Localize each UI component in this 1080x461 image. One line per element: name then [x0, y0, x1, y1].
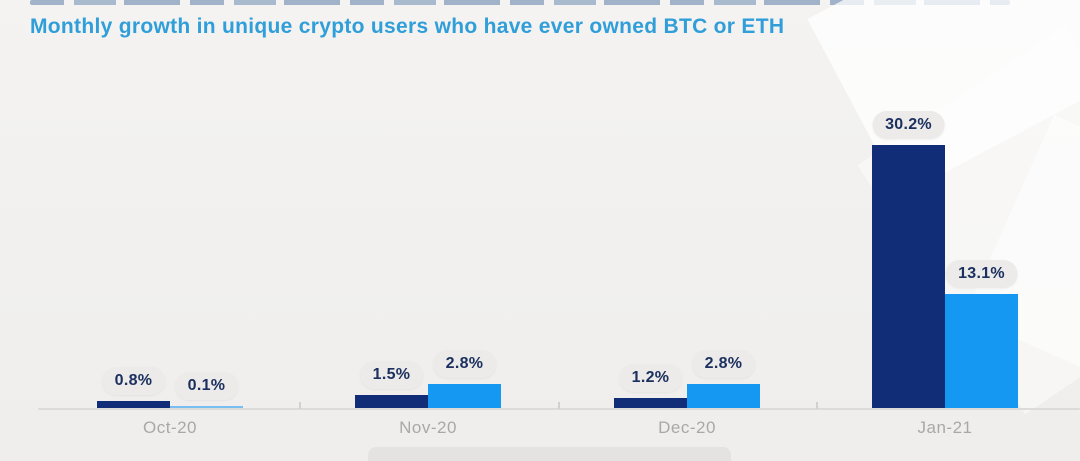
x-axis-label-oct-20: Oct-20	[142, 418, 198, 437]
dec-20-dark-navy-series-bar	[614, 397, 687, 408]
oct-20-light-blue-series-value-pill: 0.1%	[174, 372, 239, 400]
chart-title: Monthly growth in unique crypto users wh…	[30, 15, 785, 38]
oct-20-light-blue-series-bar	[170, 406, 243, 408]
jan-21-light-blue-series-value-pill: 13.1%	[945, 259, 1018, 288]
x-axis-line	[38, 408, 1080, 410]
oct-20-dark-navy-series-bar	[97, 401, 170, 408]
nov-20-light-blue-series-bar	[428, 383, 501, 408]
x-axis-tick	[299, 402, 301, 409]
x-axis-label-nov-20: Nov-20	[399, 418, 457, 437]
legend-box-clipped	[368, 447, 731, 461]
nov-20-light-blue-series-value-pill: 2.8%	[432, 349, 497, 378]
nov-20-dark-navy-series-value-pill: 1.5%	[359, 360, 424, 389]
dec-20-light-blue-series-value-pill: 2.8%	[691, 349, 756, 378]
oct-20-dark-navy-series-value-pill: 0.8%	[101, 367, 166, 396]
nov-20-dark-navy-series-bar	[355, 394, 428, 408]
dec-20-dark-navy-series-value-pill: 1.2%	[618, 363, 683, 392]
x-axis-label-dec-20: Dec-20	[658, 418, 716, 437]
x-axis-tick	[816, 402, 818, 409]
jan-21-dark-navy-series-bar	[872, 145, 945, 408]
clipped-heading-fragment	[30, 0, 1010, 5]
jan-21-dark-navy-series-value-pill: 30.2%	[872, 111, 945, 139]
dec-20-light-blue-series-bar	[687, 383, 760, 408]
jan-21-light-blue-series-bar	[945, 293, 1018, 408]
x-axis-label-jan-21: Jan-21	[917, 418, 973, 437]
x-axis-tick	[557, 402, 560, 409]
